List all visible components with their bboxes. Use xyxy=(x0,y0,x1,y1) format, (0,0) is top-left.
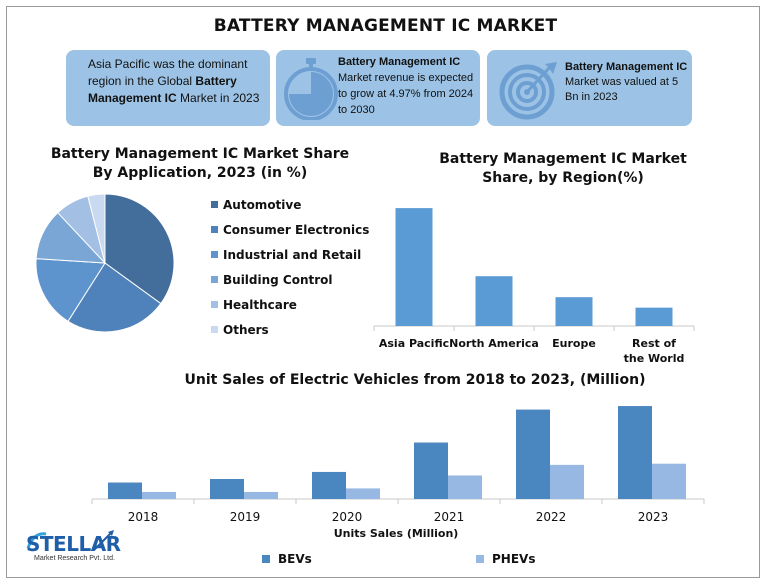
bar-north-america xyxy=(475,276,513,326)
logo-swoosh-icon xyxy=(26,530,114,551)
legend-swatch xyxy=(211,226,218,233)
bar-bevs-2018 xyxy=(108,482,142,499)
legend-label: Building Control xyxy=(223,273,333,287)
legend-swatch xyxy=(211,301,218,308)
x-tick-label: the World xyxy=(624,352,685,365)
bar-bevs-2019 xyxy=(210,479,244,499)
card-bold-text: Battery Management IC xyxy=(88,74,237,105)
region-bar-chart: Asia Pacific North America Europe Rest of th… xyxy=(373,208,695,365)
x-tick-label: 2021 xyxy=(434,510,465,524)
legend-label: BEVs xyxy=(278,552,312,566)
x-tick-label: 2022 xyxy=(536,510,567,524)
legend-swatch xyxy=(211,201,218,208)
legend-label: Automotive xyxy=(223,198,302,212)
stopwatch-icon xyxy=(284,58,338,120)
pie-slice-industrial-and-retail xyxy=(35,258,106,322)
application-pie-chart xyxy=(35,193,175,333)
page-title: BATTERY MANAGEMENT IC MARKET xyxy=(213,16,558,36)
bar-phevs-2018 xyxy=(142,491,176,499)
legend-swatch xyxy=(262,555,270,563)
pie-slice-automotive xyxy=(104,193,175,305)
bar-asia-pacific xyxy=(395,208,433,326)
bar-bevs-2023 xyxy=(618,406,652,499)
card-text: Market in 2023 xyxy=(176,91,260,105)
bar-europe xyxy=(555,297,593,326)
x-tick-label: Rest of xyxy=(632,337,676,350)
x-tick-label: North America xyxy=(449,337,539,350)
legend-label: Consumer Electronics xyxy=(223,223,370,237)
bar-rest-of-the-world xyxy=(635,307,673,326)
legend-swatch xyxy=(476,555,484,563)
bar-phevs-2021 xyxy=(448,475,482,499)
legend-label: Industrial and Retail xyxy=(223,248,362,262)
region-chart-title: Battery Management IC Market Share, by R… xyxy=(439,151,687,186)
bar-bevs-2022 xyxy=(516,409,550,499)
x-axis-label: Units Sales (Million) xyxy=(334,527,459,540)
legend-item-phevs: PHEVs xyxy=(476,552,535,566)
bar-phevs-2022 xyxy=(550,464,584,499)
legend-item-building-control: Building Control xyxy=(211,273,333,287)
logo-tagline: Market Research Pvt. Ltd. xyxy=(34,555,115,562)
legend-swatch xyxy=(211,276,218,283)
bar-phevs-2019 xyxy=(244,491,278,499)
bar-bevs-2020 xyxy=(312,471,346,499)
stellar-logo: STELLAR Market Research Pvt. Ltd. xyxy=(24,528,124,572)
x-tick-label: 2018 xyxy=(128,510,159,524)
x-tick-label: 2020 xyxy=(332,510,363,524)
x-tick-label: 2023 xyxy=(638,510,669,524)
ev-chart-title: Unit Sales of Electric Vehicles from 201… xyxy=(184,372,646,388)
pie-slice-others xyxy=(87,193,106,264)
ev-sales-bar-chart: 2018 2019 2020 2021 2022 2023 Units Sales (Mil… xyxy=(91,406,705,540)
logo-name: STELLAR xyxy=(26,532,121,556)
legend-item-healthcare: Healthcare xyxy=(211,298,297,312)
bar-phevs-2020 xyxy=(346,488,380,499)
card-text: Market revenue is expected to grow at 4.… xyxy=(338,72,474,116)
legend-item-others: Others xyxy=(211,323,269,337)
card-text: Asia Pacific was the dominant region in … xyxy=(88,57,248,88)
x-tick-label: 2019 xyxy=(230,510,261,524)
target-icon xyxy=(499,62,557,120)
card-bold-text: Battery Management IC xyxy=(338,56,461,68)
legend-item-automotive: Automotive xyxy=(211,198,301,212)
card-text: Market was valued at 5 Bn in 2023 xyxy=(565,76,679,103)
info-card-market-value: Battery Management IC Market was valued … xyxy=(487,50,692,126)
legend-label: PHEVs xyxy=(492,552,536,566)
legend-label: Healthcare xyxy=(223,298,297,312)
pie-chart-title: Battery Management IC Market Share By Ap… xyxy=(50,146,350,181)
legend-item-industrial-and-retail: Industrial and Retail xyxy=(211,248,361,262)
pie-slice-consumer-electronics xyxy=(67,262,162,333)
x-tick-label: Europe xyxy=(552,337,596,350)
info-card-dominant-region: Asia Pacific was the dominant region in … xyxy=(66,50,270,126)
card-bold-text: Battery Management IC xyxy=(565,61,688,73)
legend-swatch xyxy=(211,326,218,333)
info-card-growth-rate: Battery Management IC Market revenue is … xyxy=(276,50,480,126)
legend-item-consumer-electronics: Consumer Electronics xyxy=(211,223,369,237)
legend-swatch xyxy=(211,251,218,258)
bar-bevs-2021 xyxy=(414,442,448,499)
x-tick-label: Asia Pacific xyxy=(379,337,449,350)
legend-label: Others xyxy=(223,323,269,337)
bar-phevs-2023 xyxy=(652,463,686,499)
legend-item-bevs: BEVs xyxy=(262,552,312,566)
infographic-frame xyxy=(6,6,760,578)
